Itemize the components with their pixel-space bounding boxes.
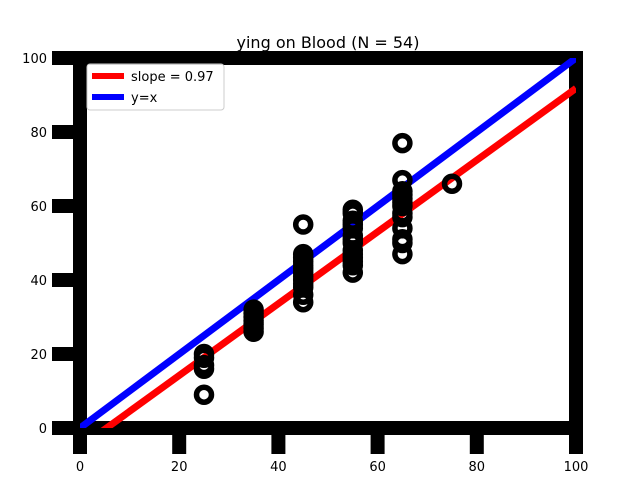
y-tick-label: 60 — [30, 200, 47, 215]
data-point — [193, 384, 215, 405]
data-point — [342, 199, 364, 220]
x-tick-label: 0 — [76, 460, 84, 475]
y-tick-label: 100 — [22, 52, 47, 67]
y-tick-label: 80 — [30, 126, 47, 141]
slope-line — [100, 85, 576, 428]
data-point — [392, 180, 413, 202]
data-point — [392, 229, 413, 250]
data-points — [193, 132, 463, 405]
data-point — [193, 343, 215, 365]
y-tick-label: 40 — [30, 274, 47, 289]
y-tick-label: 0 — [39, 422, 47, 437]
data-point — [392, 169, 413, 191]
chart-title: ying on Blood (N = 54) — [237, 33, 420, 52]
x-tick-label: 40 — [270, 460, 287, 475]
legend-label: y=x — [131, 91, 158, 106]
legend: slope = 0.97 y=x — [86, 63, 225, 111]
data-point — [292, 214, 314, 235]
legend-label: slope = 0.97 — [131, 70, 214, 85]
data-point — [392, 132, 413, 154]
x-tick-label: 60 — [369, 460, 386, 475]
plot-frame — [73, 51, 583, 435]
data-point — [193, 354, 215, 376]
x-tick-label: 80 — [469, 460, 486, 475]
y-tick-label: 20 — [30, 348, 47, 363]
identity-line — [80, 58, 576, 428]
data-point — [292, 243, 314, 265]
data-point — [342, 210, 364, 232]
x-tick-label: 100 — [564, 460, 589, 475]
x-axis: 0 20 40 60 80 100 — [73, 428, 589, 475]
data-point — [441, 173, 463, 195]
data-point — [243, 299, 264, 320]
y-axis: 0 20 40 60 80 100 — [22, 51, 80, 437]
fit-lines — [80, 58, 576, 428]
x-tick-label: 20 — [171, 460, 188, 475]
